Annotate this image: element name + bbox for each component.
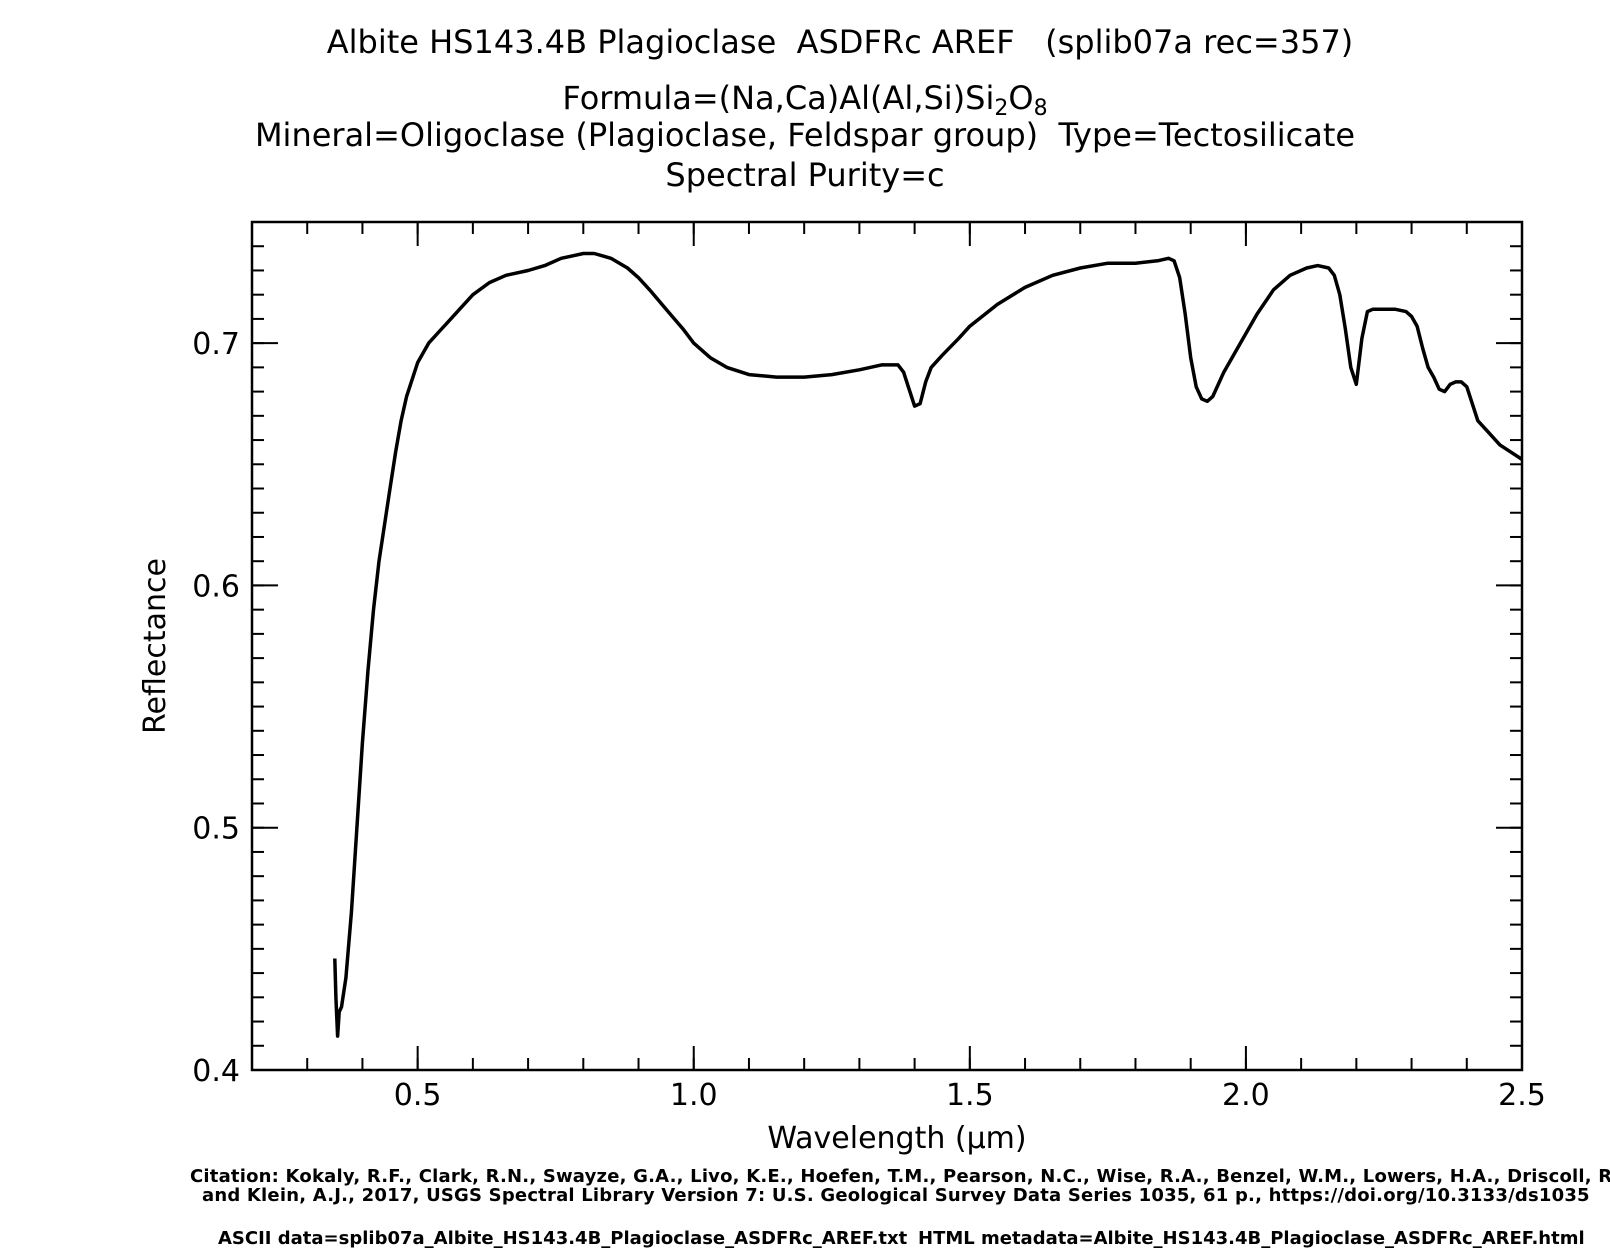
reflectance-series-line — [333, 251, 1523, 1038]
y-tick-label: 0.6 — [192, 569, 240, 604]
y-tick-label: 0.4 — [192, 1054, 240, 1089]
y-tick-label: 0.7 — [192, 327, 240, 362]
plot-frame — [250, 220, 1524, 1072]
x-tick-label: 1.5 — [946, 1078, 994, 1113]
x-tick-label: 2.0 — [1222, 1078, 1270, 1113]
formula-text: Formula=(Na,Ca)Al(Al,Si)Si — [562, 79, 995, 117]
y-axis-label: Reflectance — [138, 558, 173, 734]
x-tick-label: 2.5 — [1498, 1078, 1546, 1113]
ascii-data-filename: ASCII data=splib07a_Albite_HS143.4B_Plag… — [218, 1228, 908, 1249]
x-axis-label: Wavelength (μm) — [767, 1121, 1026, 1156]
formula-oxygen: O — [1008, 79, 1034, 117]
mineral-line: Mineral=Oligoclase (Plagioclase, Feldspa… — [254, 116, 1356, 154]
formula-line: Formula=(Na,Ca)Al(Al,Si)Si2O8 — [0, 79, 1610, 120]
axis-ticks — [252, 222, 1523, 1071]
tick-labels: 0.5 1.0 1.5 2.0 2.5 0.4 0.5 0.6 0.7 — [192, 327, 1546, 1113]
spectral-purity-line: Spectral Purity=c — [665, 156, 945, 194]
html-metadata-filename: HTML metadata=Albite_HS143.4B_Plagioclas… — [918, 1228, 1585, 1249]
chart-title: Albite HS143.4B Plagioclase ASDFRc AREF … — [326, 23, 1354, 61]
formula-subscript-si: 2 — [994, 96, 1009, 121]
citation-line-2: and Klein, A.J., 2017, USGS Spectral Lib… — [202, 1185, 1590, 1206]
x-tick-label: 1.0 — [670, 1078, 718, 1113]
x-tick-label: 0.5 — [394, 1078, 442, 1113]
citation-line-1: Citation: Kokaly, R.F., Clark, R.N., Swa… — [190, 1166, 1610, 1187]
y-tick-label: 0.5 — [192, 812, 240, 847]
formula-subscript-o: 8 — [1033, 96, 1048, 121]
